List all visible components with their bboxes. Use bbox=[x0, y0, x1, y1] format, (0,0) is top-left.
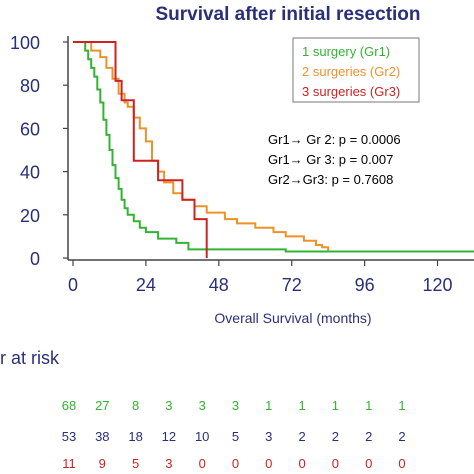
risk-table-cell: 0 bbox=[365, 456, 372, 471]
risk-table-cell: 9 bbox=[99, 456, 106, 471]
series-line-1 bbox=[73, 41, 474, 253]
risk-table-cell: 3 bbox=[199, 398, 206, 413]
risk-table-cell: 18 bbox=[128, 429, 142, 444]
y-tick-label: 60 bbox=[20, 119, 40, 139]
legend-entry-gr2: 2 surgeries (Gr2) bbox=[302, 64, 400, 79]
annotation-gr1-gr3: Gr1→ Gr 3: p = 0.007 bbox=[268, 152, 393, 167]
y-tick-label: 20 bbox=[20, 206, 40, 226]
series-line-3 bbox=[73, 41, 208, 258]
x-tick-label: 24 bbox=[136, 275, 156, 295]
risk-table-cell: 3 bbox=[265, 429, 272, 444]
risk-table-cell: 38 bbox=[95, 429, 109, 444]
annotation-gr1-gr3-group: Gr1 bbox=[268, 152, 290, 167]
risk-table-cell: 1 bbox=[332, 398, 339, 413]
risk-table-cell: 2 bbox=[398, 429, 405, 444]
y-tick-label: 80 bbox=[20, 76, 40, 96]
risk-table-cell: 53 bbox=[62, 429, 76, 444]
series-group bbox=[73, 41, 474, 258]
risk-table-title: r at risk bbox=[0, 348, 60, 368]
risk-table-cell: 8 bbox=[132, 398, 139, 413]
risk-table: 68 27 8 3 3 3 1 1 1 1 153 38 18 12 10 5 3 2 2 2 211 9 5 3 0 0 0 0 0 0… bbox=[62, 398, 406, 471]
annotation-gr1-gr3-text: Gr 3: p = 0.007 bbox=[303, 152, 394, 167]
x-tick-label: 48 bbox=[209, 275, 229, 295]
x-tick-label: 96 bbox=[355, 275, 375, 295]
risk-table-cell: 2 bbox=[332, 429, 339, 444]
risk-table-cell: 1 bbox=[298, 398, 305, 413]
annotation-gr1-gr2: Gr1→ Gr 2: p = 0.0006 bbox=[268, 132, 401, 147]
risk-table-cell: 3 bbox=[165, 398, 172, 413]
x-axis-ticks: 0 24 48 72 96 120 bbox=[68, 260, 453, 295]
series-line-2 bbox=[73, 41, 474, 253]
annotation-gr2-gr3-text: Gr3: p = 0.7608 bbox=[303, 172, 394, 187]
risk-table-cell: 2 bbox=[298, 429, 305, 444]
risk-table-cell: 3 bbox=[165, 456, 172, 471]
risk-table-cell: 3 bbox=[232, 398, 239, 413]
legend: 1 surgery (Gr1) 2 surgeries (Gr2) 3 surg… bbox=[292, 37, 420, 103]
y-axis-ticks: 100 80 60 40 20 0 bbox=[10, 33, 68, 269]
risk-table-cell: 5 bbox=[132, 456, 139, 471]
risk-table-cell: 11 bbox=[62, 456, 76, 471]
y-tick-label: 40 bbox=[20, 163, 40, 183]
risk-table-cell: 1 bbox=[398, 398, 405, 413]
risk-table-cell: 0 bbox=[232, 456, 239, 471]
arrow-icon: → bbox=[290, 132, 303, 147]
risk-table-cell: 5 bbox=[232, 429, 239, 444]
risk-table-cell: 2 bbox=[365, 429, 372, 444]
p-value-annotations: Gr1→ Gr 2: p = 0.0006 Gr1→ Gr 3: p = 0.0… bbox=[268, 132, 401, 187]
risk-table-cell: 12 bbox=[162, 429, 176, 444]
risk-table-cell: 27 bbox=[95, 398, 109, 413]
x-tick-label: 120 bbox=[423, 275, 453, 295]
legend-entry-gr3: 3 surgeries (Gr3) bbox=[302, 84, 400, 99]
annotation-gr1-gr2-group: Gr1 bbox=[268, 132, 290, 147]
chart-title: Survival after initial resection bbox=[155, 4, 420, 25]
risk-table-cell: 10 bbox=[195, 429, 209, 444]
annotation-gr2-gr3-group: Gr2 bbox=[268, 172, 290, 187]
risk-table-cell: 0 bbox=[265, 456, 272, 471]
risk-table-cell: 0 bbox=[332, 456, 339, 471]
annotation-gr1-gr2-text: Gr 2: p = 0.0006 bbox=[303, 132, 401, 147]
arrow-icon: → bbox=[290, 172, 303, 187]
risk-table-cell: 1 bbox=[265, 398, 272, 413]
risk-table-cell: 0 bbox=[199, 456, 206, 471]
legend-entry-gr1: 1 surgery (Gr1) bbox=[302, 44, 390, 59]
x-tick-label: 72 bbox=[282, 275, 302, 295]
y-tick-label: 100 bbox=[10, 33, 40, 53]
risk-table-cell: 0 bbox=[298, 456, 305, 471]
legend-box bbox=[292, 37, 420, 103]
y-tick-label: 0 bbox=[30, 249, 40, 269]
risk-table-cell: 68 bbox=[62, 398, 76, 413]
x-tick-label: 0 bbox=[68, 275, 78, 295]
risk-table-cell: 1 bbox=[365, 398, 372, 413]
risk-table-cell: 0 bbox=[398, 456, 405, 471]
annotation-gr2-gr3: Gr2→Gr3: p = 0.7608 bbox=[268, 172, 393, 187]
x-axis-label: Overall Survival (months) bbox=[214, 310, 371, 326]
arrow-icon: → bbox=[290, 152, 303, 167]
